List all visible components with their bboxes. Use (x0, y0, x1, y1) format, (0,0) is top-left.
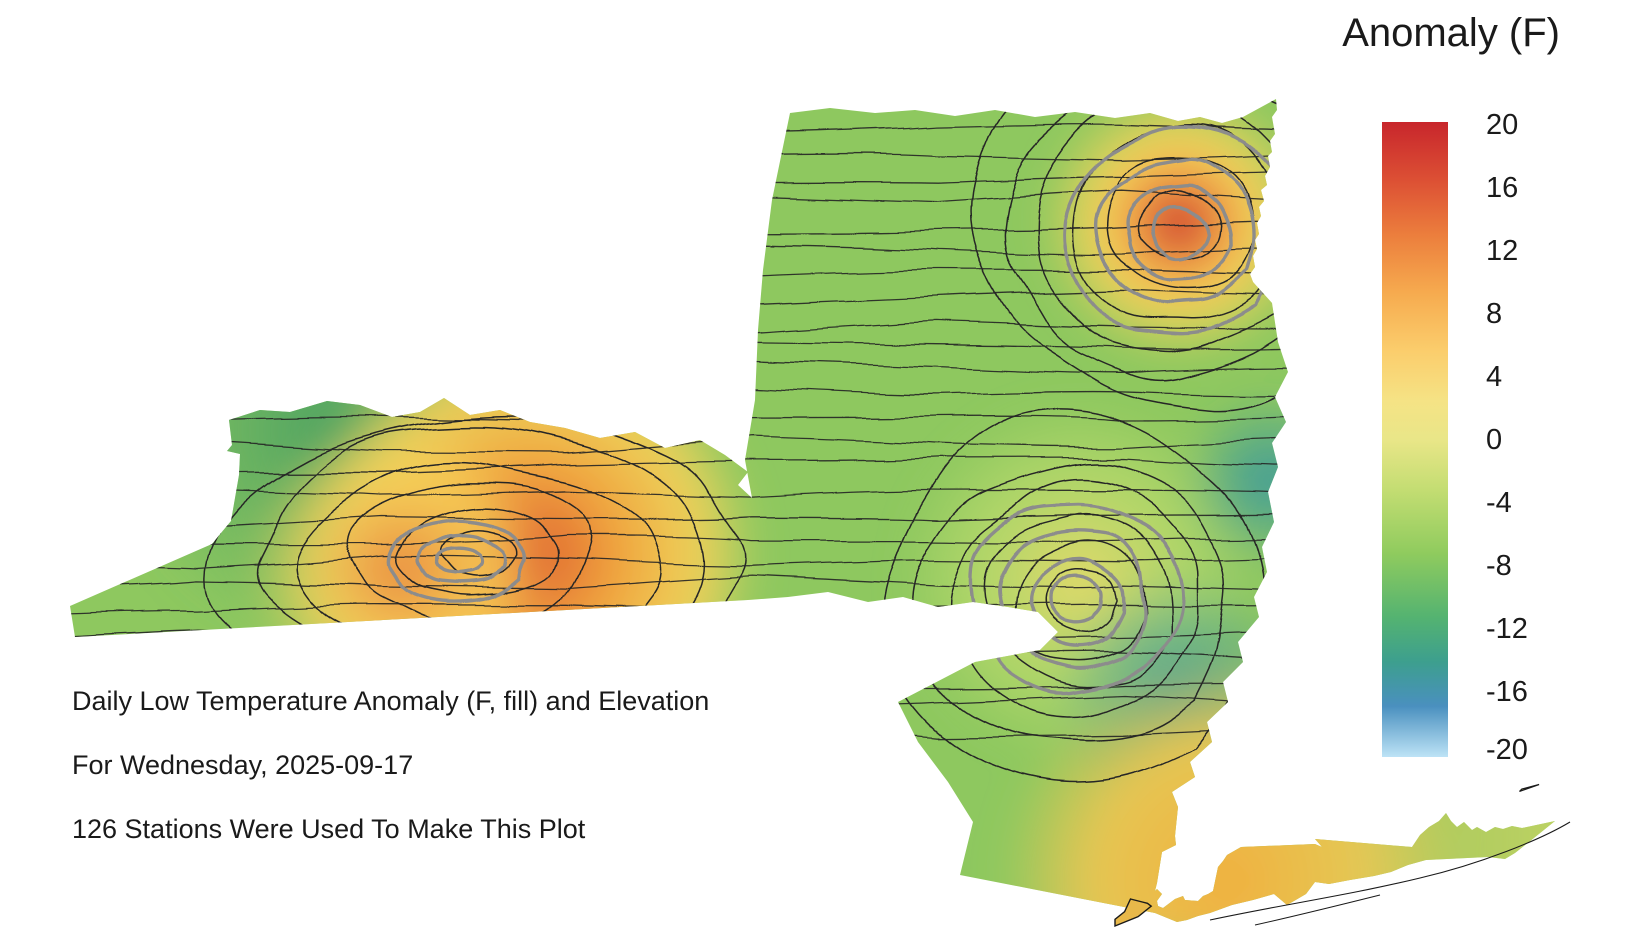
svg-text:12: 12 (1486, 235, 1518, 267)
svg-text:16: 16 (1486, 172, 1518, 204)
svg-text:4: 4 (1486, 361, 1502, 393)
svg-text:8: 8 (1486, 298, 1502, 330)
svg-text:Daily Low Temperature Anomaly: Daily Low Temperature Anomaly (F, fill) … (72, 686, 709, 716)
svg-text:-20: -20 (1486, 734, 1528, 766)
svg-text:Anomaly (F): Anomaly (F) (1342, 11, 1560, 55)
svg-text:0: 0 (1486, 424, 1502, 456)
svg-text:For Wednesday, 2025-09-17: For Wednesday, 2025-09-17 (72, 750, 413, 780)
svg-text:-16: -16 (1486, 676, 1528, 708)
svg-text:126 Stations Were Used To Make: 126 Stations Were Used To Make This Plot (72, 814, 586, 844)
svg-text:20: 20 (1486, 109, 1518, 141)
svg-text:-8: -8 (1486, 550, 1512, 582)
svg-text:-4: -4 (1486, 487, 1512, 519)
svg-text:-12: -12 (1486, 613, 1528, 645)
